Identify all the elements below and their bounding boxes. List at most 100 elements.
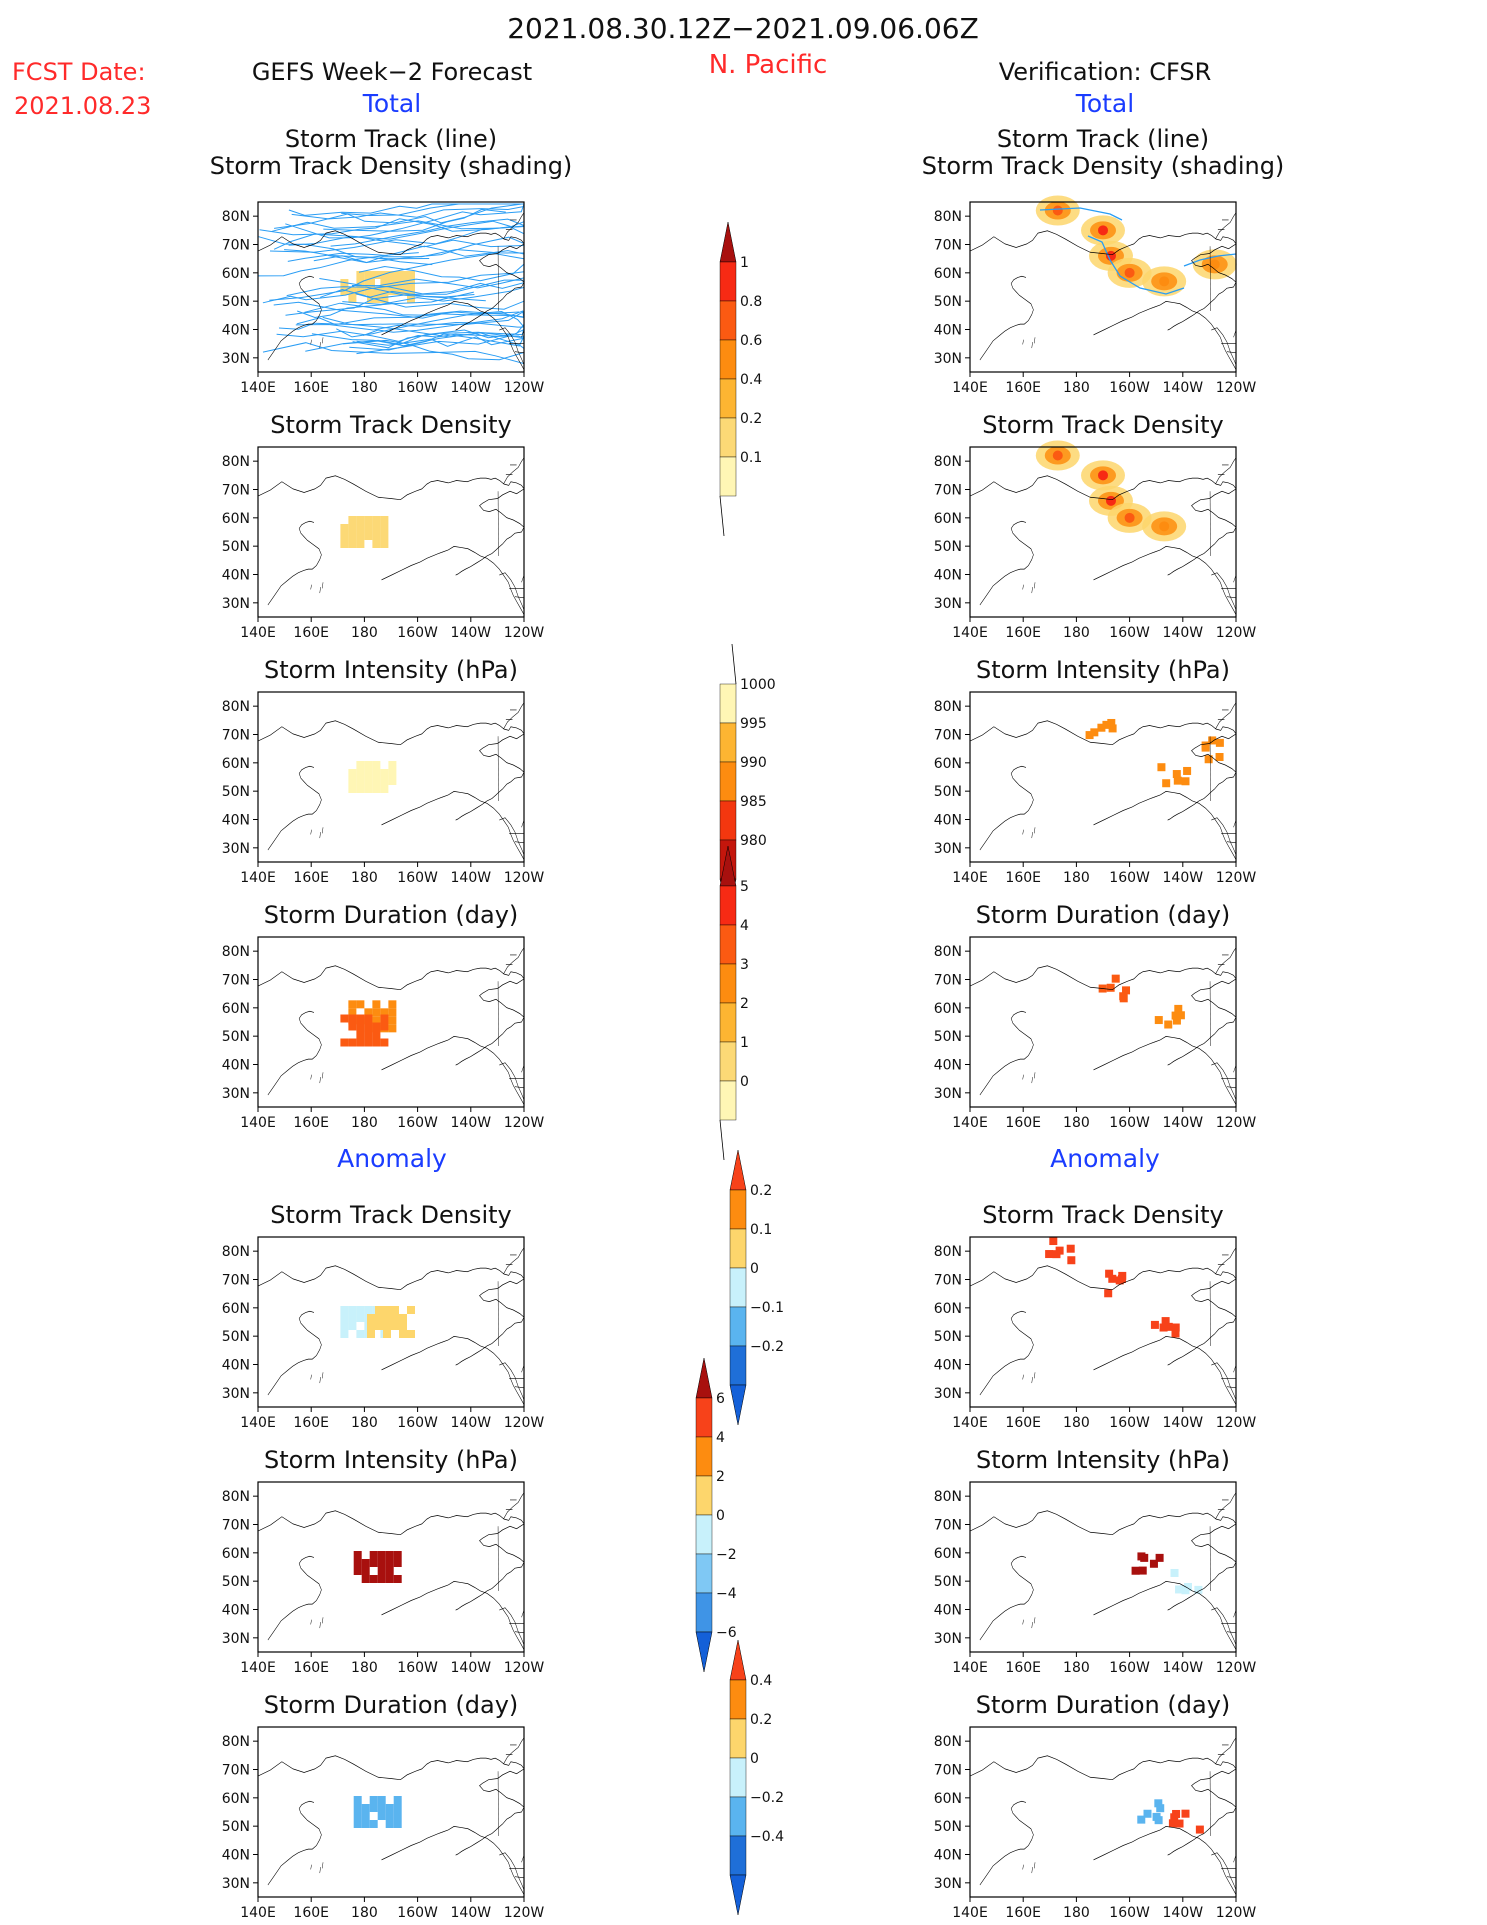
grid-cell [1149,1559,1158,1568]
grid-cell [388,777,397,785]
grid-cell [375,287,383,295]
lat-tick-label: 60N [222,1546,250,1562]
lat-tick-label: 30N [222,596,250,612]
grid-cell [356,1330,365,1338]
lat-tick-label: 60N [934,1001,962,1017]
lon-tick-label: 160W [397,870,438,886]
storm-track [1087,235,1185,295]
map-frame [257,1726,525,1898]
shading-cells [340,516,389,548]
lon-tick-label: 140E [952,1905,988,1921]
grid-cell [367,271,375,279]
colorbar-tick-label: 995 [740,716,767,732]
lat-tick-label: 40N [222,1848,250,1864]
lon-tick-label: 140W [451,380,492,396]
lat-tick-label: 40N [222,1603,250,1619]
lat-tick-label: 40N [934,1603,962,1619]
grid-cell [393,1575,402,1583]
lon-tick-label: 120W [1216,1115,1257,1131]
lat-tick-label: 80N [222,699,250,715]
grid-cell [1171,1323,1180,1332]
grid-cell [356,777,365,785]
lat-tick-label: 80N [934,699,962,715]
grid-cell [372,1000,381,1009]
lon-tick-label: 140W [1163,625,1204,641]
grid-cell [1168,1819,1177,1828]
lat-tick-label: 30N [222,1876,250,1892]
grid-cell [1173,776,1182,785]
map-frame [257,1236,525,1408]
grid-cell [1161,1317,1170,1326]
panel-subtitle: Storm Track Density (shading) [922,152,1285,180]
colorbar-segment [719,378,737,419]
lat-tick-label: 30N [934,1086,962,1102]
lon-tick-label: 160E [293,1415,329,1431]
grid-cell [372,532,381,540]
grid-cell [372,524,381,532]
grid-cell [383,271,391,279]
map-panel-forecast-anom-duration: Storm Duration (day) 80N 70N 60N 50N 40N 30N 14… [222,1691,545,1921]
colorbar-tick-label: 0.2 [750,1183,772,1199]
grid-cell [1208,736,1217,745]
grid-cell [348,540,357,548]
lon-tick-label: 160W [1109,1905,1150,1921]
map-frame [257,691,525,863]
storm-track [276,330,525,342]
grid-cell [356,1000,365,1009]
colorbar-tick-label: 0.8 [740,294,762,310]
grid-cell [1137,1552,1146,1561]
lat-tick-label: 70N [934,1273,962,1289]
lon-tick-label: 160W [1109,1115,1150,1131]
lat-tick-label: 80N [222,1734,250,1750]
colorbar-segment [695,1436,713,1477]
lon-tick-label: 180 [1063,380,1090,396]
storm-track-lines [1039,207,1237,295]
panel-title: Storm Track (line) [997,125,1209,153]
shading-cells [1137,1799,1204,1834]
lat-tick-label: 80N [934,1734,962,1750]
grid-cell [372,785,381,793]
grid-cell [377,1559,386,1567]
lat-tick-label: 30N [934,1631,962,1647]
grid-cell [372,761,381,769]
grid-cell [353,1812,362,1820]
lon-tick-label: 140W [1163,1415,1204,1431]
map-background [970,1727,1236,1897]
lon-tick-label: 180 [1063,1115,1090,1131]
storm-track [269,225,525,253]
lat-tick-label: 70N [934,1518,962,1534]
colorbar-segment [719,963,737,1004]
lon-tick-label: 140E [240,1115,276,1131]
grid-cell [340,524,349,532]
lon-tick-label: 120W [504,870,545,886]
lat-tick-label: 70N [222,1273,250,1289]
map-panel-forecast-duration: Storm Duration (day) 80N 70N 60N 50N 40N 30N 14… [222,901,545,1131]
storm-track [1039,207,1123,221]
storm-track [286,286,486,302]
colorbar-segment [695,1514,713,1555]
grid-cell [1157,763,1166,772]
lat-tick-label: 30N [934,1876,962,1892]
grid-cell [399,271,407,279]
grid-cell [383,1306,391,1314]
grid-cell [356,540,365,548]
grid-cell [367,1314,375,1322]
storm-track [313,236,525,264]
lat-tick-label: 50N [222,1029,250,1045]
grid-cell [377,1796,386,1804]
grid-cell [388,761,397,769]
grid-cell [380,769,389,777]
grid-cell [348,1038,357,1047]
panel-subtitle: Storm Track Density (shading) [210,152,573,180]
lon-tick-label: 120W [504,380,545,396]
colorbar-segment [719,924,737,965]
grid-cell [391,1306,399,1314]
lat-tick-label: 30N [222,841,250,857]
lon-tick-label: 160W [1109,1415,1150,1431]
lon-tick-label: 160W [1109,380,1150,396]
lat-tick-label: 80N [934,1489,962,1505]
lon-tick-label: 140E [952,380,988,396]
grid-cell [375,1314,383,1322]
panel-title: Storm Track Density [982,1201,1223,1229]
